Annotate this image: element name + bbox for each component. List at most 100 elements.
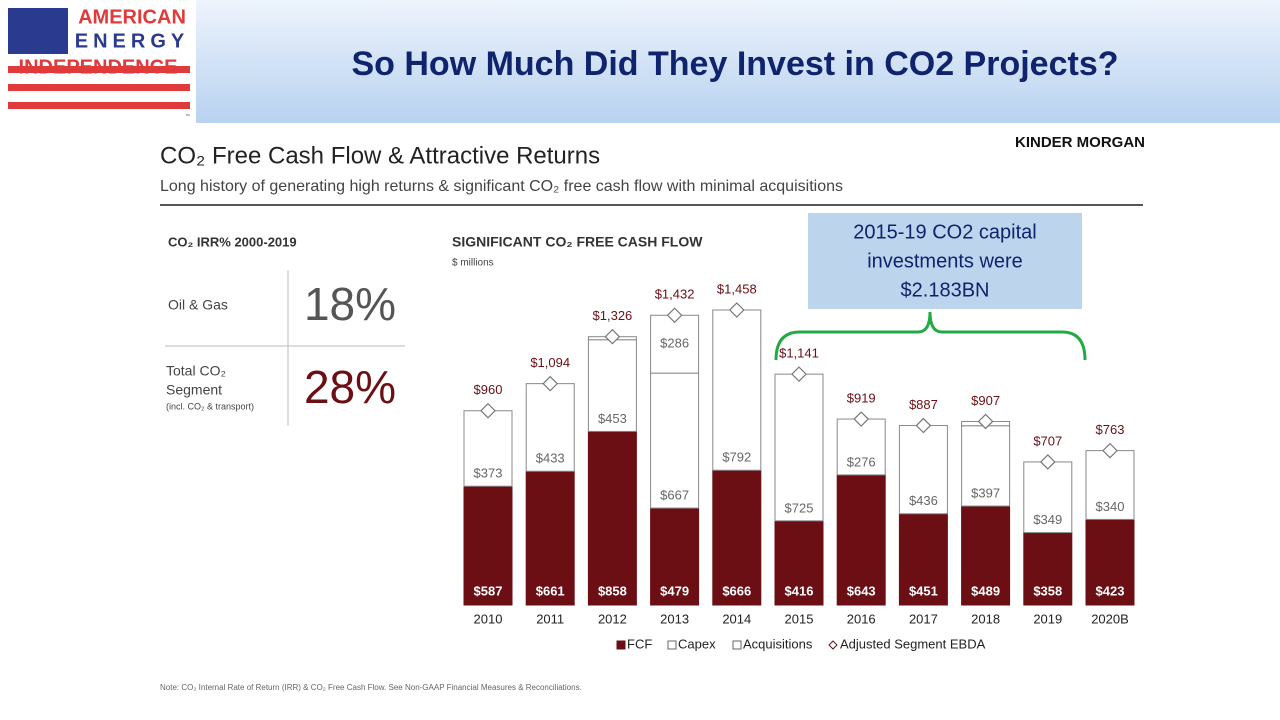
irr-value: 28%: [304, 361, 396, 413]
x-tick-label: 2016: [847, 611, 876, 626]
legend-label: Acquisitions: [743, 636, 813, 651]
bar-segment: [650, 314, 700, 374]
flag-stripe: [8, 102, 190, 109]
ebda-label: $763: [1096, 422, 1125, 437]
callout-text: 2015-19 CO2 capital: [853, 221, 1036, 243]
irr-note: (incl. CO₂ & transport): [166, 401, 254, 411]
bar-segment: [650, 372, 700, 509]
data-label: $397: [971, 485, 1000, 500]
logo-text: ENERGY: [75, 30, 189, 52]
callout-text: $2.183BN: [901, 279, 990, 301]
x-tick-label: 2014: [722, 611, 751, 626]
x-tick-label: 2019: [1033, 611, 1062, 626]
data-label: $276: [847, 454, 876, 469]
irr-label: Segment: [166, 382, 222, 398]
ebda-label: $1,326: [593, 308, 633, 323]
header-band: [0, 0, 1280, 123]
irr-label: Total CO₂: [166, 363, 226, 379]
legend-label: Adjusted Segment EBDA: [840, 636, 986, 651]
x-tick-label: 2018: [971, 611, 1000, 626]
data-label: $373: [474, 466, 503, 481]
ebda-label: $919: [847, 390, 876, 405]
chart-subtitle: $ millions: [452, 258, 494, 269]
ebda-marker: [542, 375, 559, 392]
irr-value: 18%: [304, 278, 396, 330]
ebda-marker: [791, 366, 807, 382]
ebda-label: $960: [474, 382, 503, 397]
x-tick-label: 2020B: [1091, 611, 1129, 626]
data-label: $661: [536, 583, 565, 598]
slide-title: CO₂ Free Cash Flow & Attractive Returns: [160, 142, 600, 169]
ebda-label: $1,432: [655, 287, 695, 302]
data-label: $436: [909, 493, 938, 508]
flag-stripe: [8, 84, 190, 91]
ebda-label: $1,094: [530, 355, 570, 370]
bar-segment: [774, 520, 824, 606]
data-label: $666: [722, 583, 751, 598]
x-tick-label: 2011: [536, 611, 564, 626]
data-label: $792: [722, 450, 751, 465]
bar-segment: [525, 383, 575, 472]
ebda-label: $1,458: [717, 281, 757, 296]
data-label: $725: [785, 500, 814, 515]
legend-label: FCF: [627, 636, 652, 651]
ebda-marker: [1102, 442, 1118, 459]
ebda-marker: [728, 302, 745, 318]
ebda-label: $1,141: [779, 346, 819, 361]
data-label: $349: [1033, 512, 1062, 527]
bar-segment: [463, 410, 513, 487]
bar-segment: [712, 309, 762, 471]
data-label: $587: [474, 583, 503, 598]
bar-segment: [1023, 532, 1073, 606]
bar-segment: [463, 485, 513, 606]
ebda-label: $707: [1033, 433, 1062, 448]
bar-segment: [1085, 518, 1135, 606]
header-title: So How Much Did They Invest in CO2 Proje…: [351, 45, 1118, 83]
legend-label: Capex: [678, 636, 716, 651]
bar-segment: [1023, 461, 1073, 534]
chart-title: SIGNIFICANT CO₂ FREE CASH FLOW: [452, 234, 703, 250]
flag-stripe: [8, 66, 190, 73]
ebda-marker: [480, 402, 496, 419]
irr-label: Oil & Gas: [168, 297, 228, 313]
data-label: $286: [660, 336, 689, 351]
bracket: [774, 311, 1087, 361]
flag: [8, 8, 190, 109]
bar-segment: [898, 425, 948, 515]
slide-subtitle: Long history of generating high returns …: [160, 178, 843, 195]
ebda-marker: [977, 413, 994, 430]
ebda-label: $887: [909, 397, 938, 412]
data-label: $858: [598, 583, 627, 598]
irr-title: CO₂ IRR% 2000-2019: [168, 234, 297, 249]
legend-swatch: [828, 640, 838, 650]
x-tick-label: 2015: [785, 611, 814, 626]
legend-swatch: [732, 640, 742, 650]
data-label: $340: [1096, 499, 1125, 514]
ebda-marker: [915, 417, 932, 434]
data-label: $358: [1033, 583, 1062, 598]
logo-text: AMERICAN: [78, 6, 186, 28]
bar-segment: [525, 470, 575, 606]
ebda-marker: [666, 307, 683, 324]
callout-box: [808, 213, 1082, 309]
data-label: $643: [847, 583, 876, 598]
bar-segment: [836, 474, 886, 606]
bar-segment: [712, 469, 762, 606]
bar-segment: [774, 373, 824, 522]
x-tick-label: 2013: [660, 611, 689, 626]
data-label: $667: [660, 488, 689, 503]
bar-segment: [587, 430, 637, 606]
bar-segment: [961, 505, 1011, 606]
data-label: $416: [785, 583, 814, 598]
data-label: $433: [536, 451, 565, 466]
data-label: $423: [1096, 583, 1125, 598]
bar-segment: [961, 425, 1011, 507]
x-tick-label: 2017: [909, 611, 938, 626]
logo-text: INDEPENDENCE: [19, 56, 178, 78]
ebda-marker: [604, 328, 621, 345]
flag-canton: [8, 8, 68, 54]
legend-swatch: [667, 640, 677, 650]
brand: KINDER MORGAN: [1015, 134, 1145, 151]
data-label: $453: [598, 411, 627, 426]
